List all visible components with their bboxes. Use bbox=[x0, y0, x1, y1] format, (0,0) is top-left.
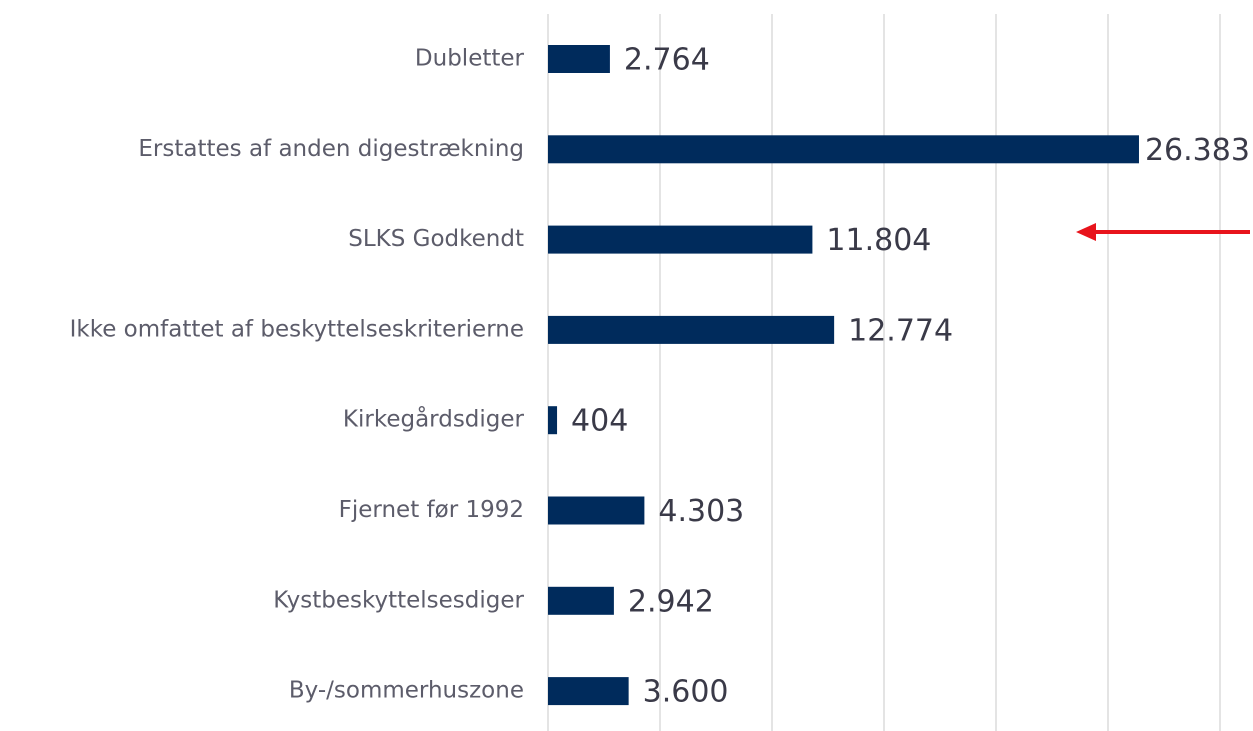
value-label: 404 bbox=[571, 404, 628, 439]
arrow-head bbox=[1076, 223, 1096, 241]
annotation-arrow bbox=[1076, 223, 1250, 241]
y-tick-label: Kystbeskyttelsesdiger bbox=[273, 587, 524, 613]
value-label: 2.942 bbox=[628, 584, 714, 619]
y-tick-label: Ikke omfattet af beskyttelseskriterierne bbox=[70, 316, 524, 342]
bar bbox=[548, 315, 835, 344]
bar bbox=[548, 677, 629, 706]
y-tick-label: Kirkegårdsdiger bbox=[343, 405, 525, 433]
bar bbox=[548, 135, 1139, 164]
value-label: 2.764 bbox=[624, 43, 710, 78]
value-label: 12.774 bbox=[848, 313, 953, 348]
bar bbox=[548, 406, 558, 435]
value-label: 11.804 bbox=[826, 223, 931, 258]
value-label: 4.303 bbox=[658, 494, 744, 529]
y-tick-label: SLKS Godkendt bbox=[348, 226, 524, 252]
y-tick-label: Dubletter bbox=[415, 46, 525, 72]
bar bbox=[548, 225, 813, 254]
y-tick-label: By-/sommerhuszone bbox=[289, 678, 524, 704]
bar bbox=[548, 496, 645, 525]
value-label: 26.383 bbox=[1145, 133, 1250, 168]
value-label: 3.600 bbox=[643, 675, 729, 710]
bar bbox=[548, 45, 610, 73]
bar bbox=[548, 586, 614, 615]
y-tick-label: Fjernet før 1992 bbox=[339, 497, 524, 523]
y-tick-label: Erstattes af anden digestrækning bbox=[138, 136, 524, 162]
